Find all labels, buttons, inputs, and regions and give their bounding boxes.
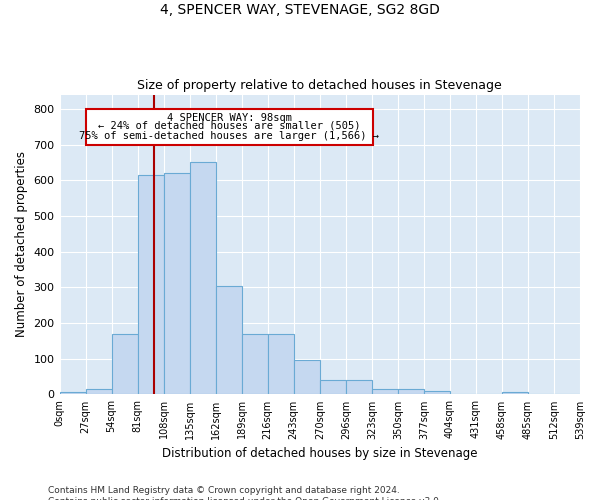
Bar — [242, 334, 268, 394]
Bar — [346, 380, 372, 394]
Text: Contains public sector information licensed under the Open Government Licence v3: Contains public sector information licen… — [48, 498, 442, 500]
Title: Size of property relative to detached houses in Stevenage: Size of property relative to detached ho… — [137, 79, 502, 92]
X-axis label: Distribution of detached houses by size in Stevenage: Distribution of detached houses by size … — [162, 447, 478, 460]
Bar — [112, 334, 137, 394]
Bar — [86, 389, 112, 394]
Bar — [164, 173, 190, 394]
FancyBboxPatch shape — [86, 109, 373, 144]
Bar — [268, 334, 294, 394]
Y-axis label: Number of detached properties: Number of detached properties — [15, 152, 28, 338]
Bar — [424, 391, 450, 394]
Bar — [294, 360, 320, 394]
Text: 4, SPENCER WAY, STEVENAGE, SG2 8GD: 4, SPENCER WAY, STEVENAGE, SG2 8GD — [160, 2, 440, 16]
Text: Contains HM Land Registry data © Crown copyright and database right 2024.: Contains HM Land Registry data © Crown c… — [48, 486, 400, 495]
Bar — [215, 286, 242, 395]
Bar — [137, 175, 164, 394]
Bar — [502, 392, 528, 394]
Text: ← 24% of detached houses are smaller (505): ← 24% of detached houses are smaller (50… — [98, 121, 361, 131]
Bar — [320, 380, 346, 394]
Text: 75% of semi-detached houses are larger (1,566) →: 75% of semi-detached houses are larger (… — [79, 131, 379, 141]
Text: 4 SPENCER WAY: 98sqm: 4 SPENCER WAY: 98sqm — [167, 113, 292, 123]
Bar — [190, 162, 215, 394]
Bar — [372, 389, 398, 394]
Bar — [59, 392, 86, 394]
Bar — [398, 389, 424, 394]
